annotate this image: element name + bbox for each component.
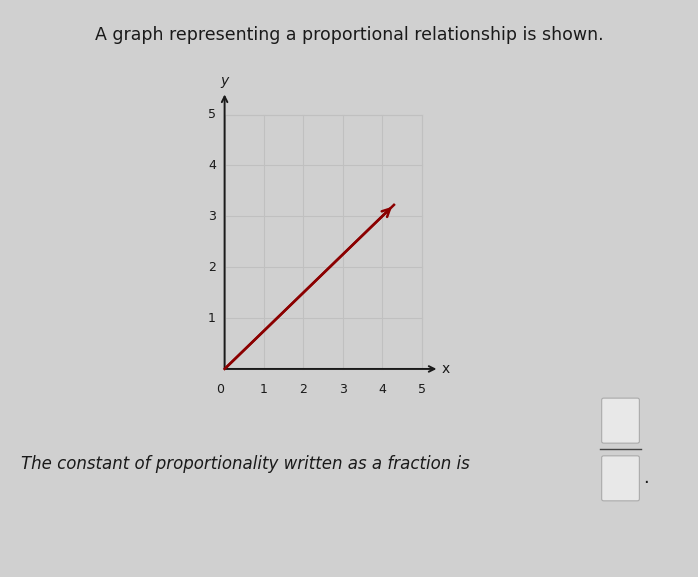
Text: 3: 3: [339, 383, 347, 396]
Bar: [225, 115, 422, 369]
Text: 3: 3: [208, 210, 216, 223]
Text: 5: 5: [417, 383, 426, 396]
Text: The constant of proportionality written as a fraction is: The constant of proportionality written …: [21, 455, 470, 474]
Text: 2: 2: [299, 383, 307, 396]
Text: A graph representing a proportional relationship is shown.: A graph representing a proportional rela…: [95, 26, 603, 44]
Text: 4: 4: [208, 159, 216, 172]
Text: 2: 2: [208, 261, 216, 273]
Text: y: y: [221, 74, 229, 88]
FancyBboxPatch shape: [602, 398, 639, 443]
Text: .: .: [643, 469, 648, 488]
Text: 5: 5: [208, 108, 216, 121]
FancyBboxPatch shape: [602, 456, 639, 501]
Text: x: x: [442, 362, 450, 376]
Text: 1: 1: [208, 312, 216, 324]
Text: 0: 0: [216, 383, 224, 396]
Text: 4: 4: [378, 383, 386, 396]
Text: 1: 1: [260, 383, 268, 396]
